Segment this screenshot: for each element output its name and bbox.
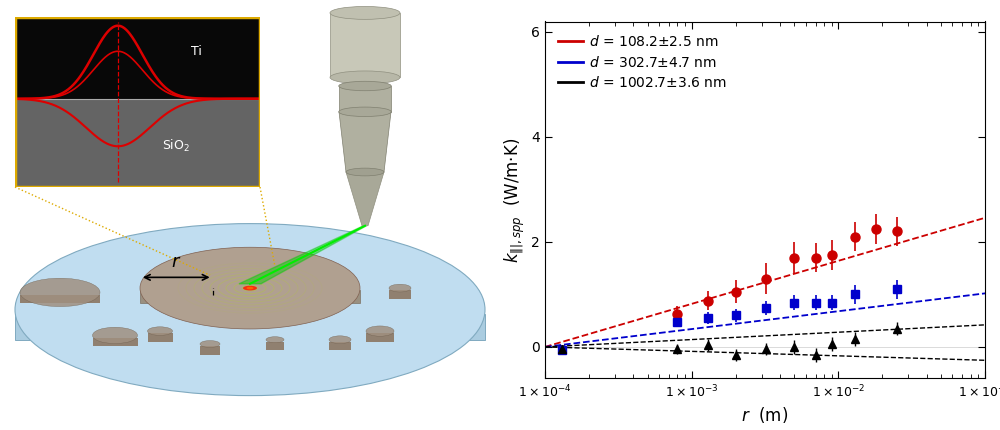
Ellipse shape [200,341,220,347]
Polygon shape [140,290,360,303]
Polygon shape [366,333,394,342]
Text: $r$: $r$ [171,252,181,270]
Polygon shape [266,342,284,350]
Legend: $d$ = 108.2±2.5 nm, $d$ = 302.7±4.7 nm, $d$ = 1002.7±3.6 nm: $d$ = 108.2±2.5 nm, $d$ = 302.7±4.7 nm, … [552,28,733,95]
Polygon shape [389,290,411,299]
Ellipse shape [140,247,360,329]
X-axis label: $r$  (m): $r$ (m) [741,405,789,425]
Ellipse shape [339,107,391,117]
Ellipse shape [330,71,400,84]
Ellipse shape [162,280,288,305]
Ellipse shape [243,286,257,291]
Y-axis label: $k_{\||,spp}$  (W/m·K): $k_{\||,spp}$ (W/m·K) [503,137,527,263]
Ellipse shape [246,287,254,289]
Polygon shape [339,112,391,172]
Ellipse shape [20,278,100,307]
Polygon shape [92,338,138,346]
Polygon shape [339,86,391,112]
Ellipse shape [92,327,138,344]
Ellipse shape [366,326,394,336]
Text: SiO$_2$: SiO$_2$ [162,138,190,154]
Polygon shape [15,314,485,340]
Ellipse shape [339,81,391,91]
Polygon shape [239,226,366,284]
Ellipse shape [346,168,384,176]
Polygon shape [15,99,260,187]
Ellipse shape [148,327,173,335]
Polygon shape [329,342,351,350]
Polygon shape [200,346,220,355]
Polygon shape [330,13,400,77]
Ellipse shape [266,337,284,343]
Polygon shape [148,333,173,342]
Ellipse shape [15,224,485,396]
Polygon shape [20,295,100,303]
Polygon shape [15,17,260,99]
Text: Ti: Ti [191,45,202,58]
Ellipse shape [329,336,351,344]
Ellipse shape [330,6,400,19]
Ellipse shape [389,284,411,292]
Polygon shape [346,172,384,226]
